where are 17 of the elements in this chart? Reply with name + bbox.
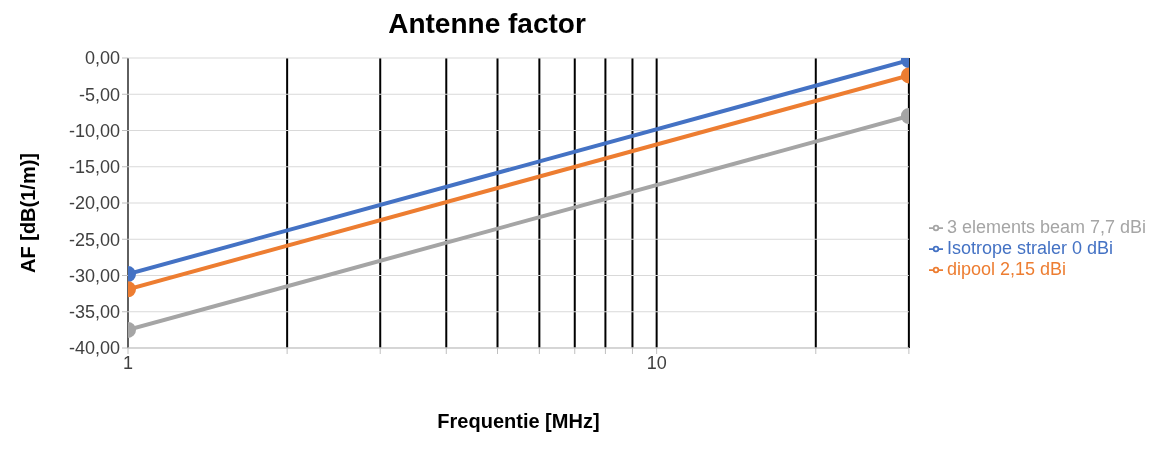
y-tick-label: -25,00	[68, 229, 120, 250]
y-tick-label: -35,00	[68, 302, 120, 323]
x-tick-label: 10	[646, 352, 667, 373]
x-axis-title: Frequentie [MHz]	[437, 410, 600, 432]
y-tick-label: -40,00	[68, 338, 120, 359]
y-tick-label: -20,00	[68, 193, 120, 214]
legend-label: 3 elements beam 7,7 dBi	[946, 216, 1146, 237]
y-axis-title: AF [dB(1/m)]	[17, 153, 40, 273]
y-tick-label: -15,00	[68, 157, 120, 178]
legend-label: Isotrope straler 0 dBi	[946, 237, 1113, 258]
y-tick-label: 0,00	[84, 48, 120, 69]
y-tick-label: -10,00	[68, 120, 120, 141]
y-tick-label: -30,00	[68, 265, 120, 286]
legend-label: dipool 2,15 dBi	[946, 258, 1066, 279]
chart-title: Antenne factor	[387, 8, 587, 41]
y-tick-label: -5,00	[78, 84, 120, 105]
x-tick-label: 1	[122, 352, 134, 373]
